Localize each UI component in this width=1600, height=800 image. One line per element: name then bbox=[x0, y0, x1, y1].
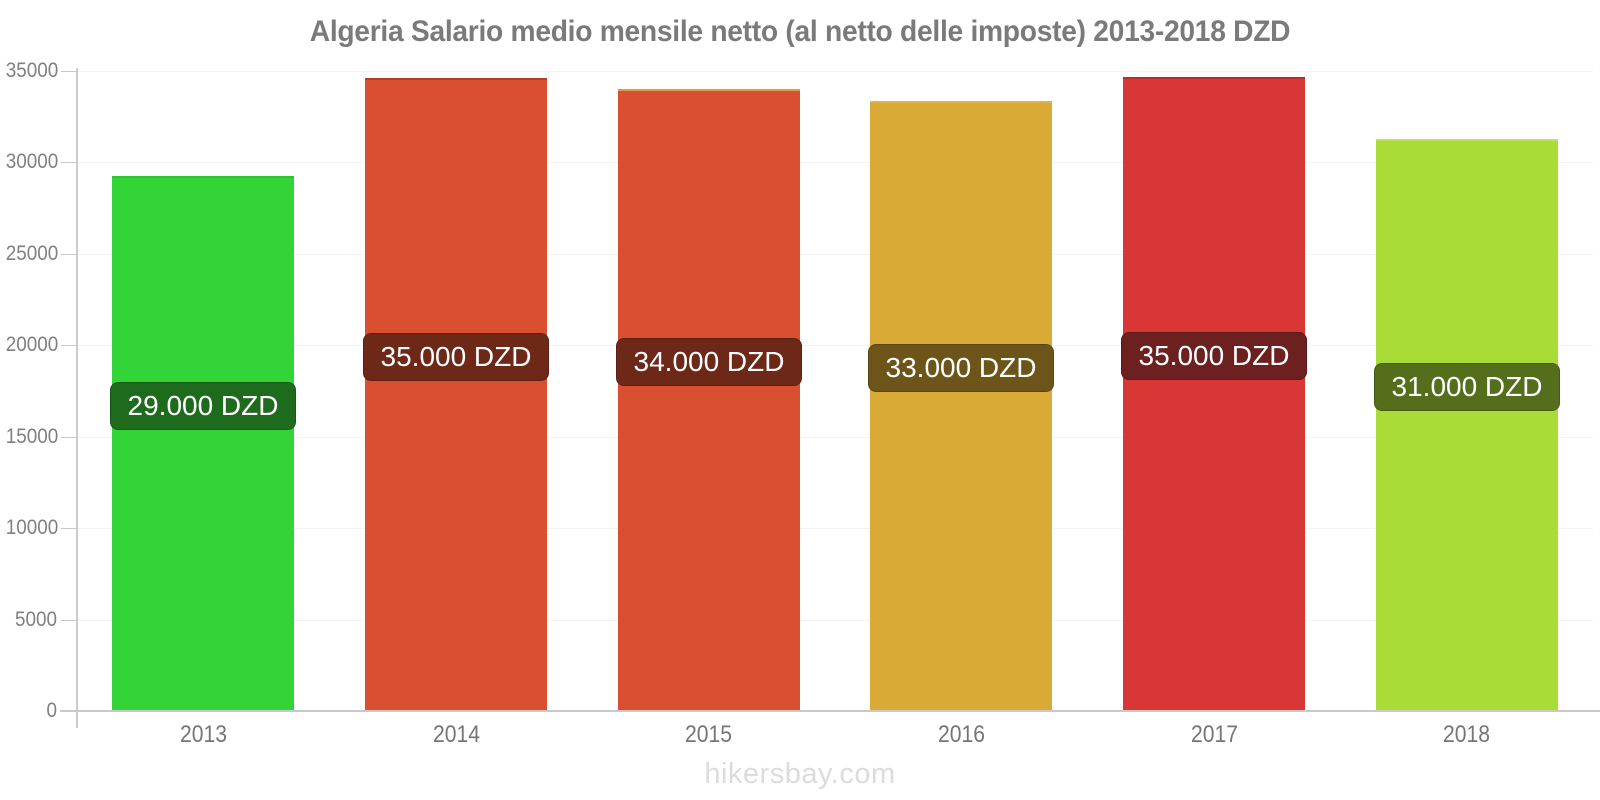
bar-2018 bbox=[1376, 139, 1558, 711]
y-tick-label: 0 bbox=[46, 699, 57, 722]
y-tick bbox=[61, 71, 77, 72]
x-tick-label-2014: 2014 bbox=[433, 721, 480, 748]
y-tick bbox=[61, 345, 77, 346]
y-tick-label: 15000 bbox=[5, 425, 59, 448]
bar-2014 bbox=[365, 78, 547, 711]
y-tick bbox=[61, 162, 77, 163]
value-label-2015: 34.000 DZD bbox=[616, 338, 802, 386]
x-tick-label-2017: 2017 bbox=[1191, 721, 1238, 748]
y-tick-label: 20000 bbox=[5, 333, 59, 356]
gridline bbox=[77, 71, 1593, 72]
y-tick-label: 30000 bbox=[5, 150, 59, 173]
y-axis-line bbox=[76, 68, 78, 728]
y-tick bbox=[61, 254, 77, 255]
bar-2016 bbox=[870, 101, 1052, 711]
x-tick-label-2018: 2018 bbox=[1443, 721, 1490, 748]
gridline bbox=[77, 437, 1593, 438]
y-tick bbox=[61, 528, 77, 529]
gridline bbox=[77, 345, 1593, 346]
bar-2017 bbox=[1123, 77, 1305, 711]
value-label-2014: 35.000 DZD bbox=[363, 333, 549, 381]
gridline bbox=[77, 528, 1593, 529]
bar-2013 bbox=[112, 176, 294, 711]
x-tick-label-2013: 2013 bbox=[180, 721, 227, 748]
gridline bbox=[77, 620, 1593, 621]
y-tick-label: 35000 bbox=[5, 59, 59, 82]
y-tick-label: 25000 bbox=[5, 242, 59, 265]
x-tick-label-2015: 2015 bbox=[685, 721, 732, 748]
gridline bbox=[77, 162, 1593, 163]
x-axis-line bbox=[60, 710, 1600, 712]
x-tick-label-2016: 2016 bbox=[938, 721, 985, 748]
value-label-2017: 35.000 DZD bbox=[1121, 332, 1307, 380]
y-tick-label: 5000 bbox=[14, 608, 58, 631]
y-tick bbox=[61, 437, 77, 438]
value-label-2016: 33.000 DZD bbox=[868, 344, 1054, 392]
y-tick bbox=[61, 620, 77, 621]
watermark-hikersbay: hikersbay.com bbox=[704, 758, 896, 790]
y-tick-label: 10000 bbox=[5, 516, 59, 539]
bar-2015 bbox=[618, 89, 800, 711]
gridline bbox=[77, 254, 1593, 255]
value-label-2013: 29.000 DZD bbox=[110, 382, 296, 430]
value-label-2018: 31.000 DZD bbox=[1374, 363, 1560, 411]
chart-title: Algeria Salario medio mensile netto (al … bbox=[309, 15, 1291, 48]
